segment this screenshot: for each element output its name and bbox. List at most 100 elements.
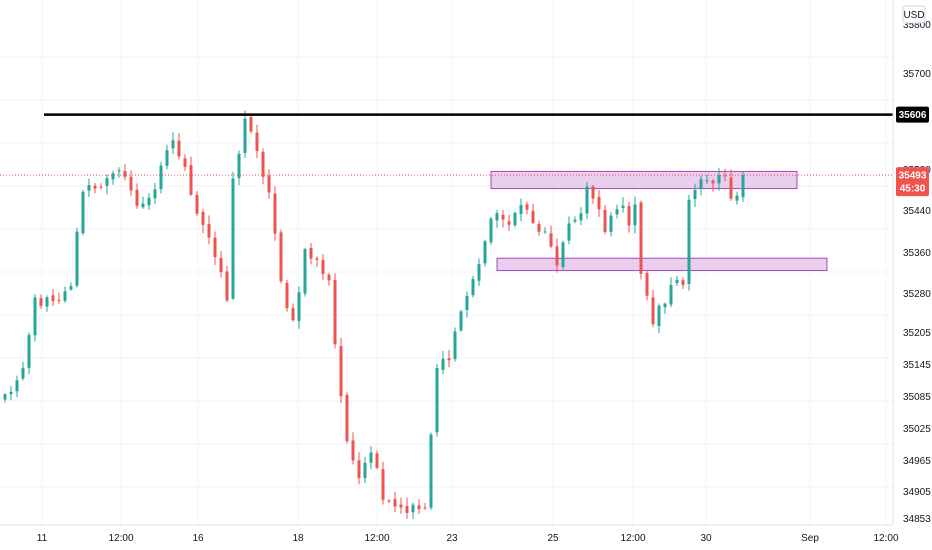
candle[interactable]: [9, 386, 13, 401]
candle[interactable]: [111, 170, 115, 185]
candle[interactable]: [561, 240, 565, 270]
candle[interactable]: [279, 229, 283, 284]
candle[interactable]: [63, 286, 67, 303]
candle[interactable]: [549, 225, 553, 249]
candle[interactable]: [579, 207, 583, 226]
candle[interactable]: [81, 189, 85, 236]
candle[interactable]: [687, 195, 691, 291]
candle[interactable]: [423, 502, 427, 510]
candle[interactable]: [453, 327, 457, 362]
candle[interactable]: [165, 144, 169, 170]
candle[interactable]: [489, 216, 493, 245]
candle[interactable]: [669, 277, 673, 308]
candle[interactable]: [675, 275, 679, 286]
candle[interactable]: [693, 183, 697, 208]
candle[interactable]: [219, 250, 223, 278]
candle[interactable]: [339, 337, 343, 404]
time-axis[interactable]: 11 12:00 16 18 12:00 23 25 12:00 30 Sep 12:00: [0, 524, 932, 550]
candle[interactable]: [147, 192, 151, 210]
candle[interactable]: [249, 114, 253, 134]
candle[interactable]: [345, 392, 349, 444]
candle[interactable]: [141, 196, 145, 209]
candle[interactable]: [201, 208, 205, 234]
candle[interactable]: [189, 156, 193, 197]
candle[interactable]: [603, 205, 607, 235]
candle[interactable]: [519, 198, 523, 222]
candle[interactable]: [411, 502, 415, 520]
candle[interactable]: [501, 210, 505, 228]
candle[interactable]: [195, 191, 199, 217]
candle[interactable]: [387, 499, 391, 504]
candle[interactable]: [117, 167, 121, 178]
candle[interactable]: [45, 295, 49, 312]
candle[interactable]: [375, 450, 379, 470]
candle[interactable]: [303, 247, 307, 297]
candle[interactable]: [129, 170, 133, 196]
candle[interactable]: [357, 452, 361, 485]
candle[interactable]: [459, 309, 463, 332]
candle[interactable]: [51, 289, 55, 307]
candle[interactable]: [555, 238, 559, 273]
candle[interactable]: [639, 200, 643, 280]
candle[interactable]: [315, 256, 319, 267]
candle[interactable]: [657, 303, 661, 334]
candle[interactable]: [93, 182, 97, 194]
candle[interactable]: [705, 174, 709, 184]
candle[interactable]: [27, 332, 31, 374]
candle[interactable]: [633, 196, 637, 234]
candle[interactable]: [3, 393, 7, 403]
candle[interactable]: [717, 168, 721, 191]
candle[interactable]: [135, 183, 139, 209]
candle[interactable]: [591, 185, 595, 204]
candle[interactable]: [471, 275, 475, 298]
candle[interactable]: [285, 280, 289, 312]
candle[interactable]: [651, 289, 655, 328]
candle[interactable]: [255, 124, 259, 158]
candle[interactable]: [213, 231, 217, 265]
candle[interactable]: [447, 349, 451, 368]
zone-rect-2[interactable]: [496, 257, 828, 272]
candle[interactable]: [237, 150, 241, 186]
candle[interactable]: [69, 282, 73, 291]
candle[interactable]: [537, 220, 541, 236]
candle[interactable]: [531, 203, 535, 225]
candle[interactable]: [75, 227, 79, 288]
candle-layer[interactable]: [3, 110, 745, 520]
candle[interactable]: [417, 499, 421, 515]
candle[interactable]: [99, 183, 103, 190]
candle[interactable]: [567, 216, 571, 245]
candle[interactable]: [441, 350, 445, 375]
candle[interactable]: [369, 446, 373, 470]
candle[interactable]: [729, 169, 733, 201]
candle[interactable]: [21, 361, 25, 381]
candle[interactable]: [87, 178, 91, 197]
candle[interactable]: [153, 183, 157, 205]
candle[interactable]: [393, 492, 397, 513]
candle[interactable]: [321, 254, 325, 280]
candle[interactable]: [351, 432, 355, 465]
candle[interactable]: [33, 294, 37, 342]
candle[interactable]: [309, 243, 313, 265]
candle[interactable]: [435, 363, 439, 437]
currency-button[interactable]: USD: [902, 5, 926, 24]
candle[interactable]: [585, 181, 589, 220]
candle[interactable]: [261, 148, 265, 185]
candle[interactable]: [333, 273, 337, 349]
candle[interactable]: [207, 215, 211, 245]
candle[interactable]: [267, 169, 271, 199]
candle[interactable]: [711, 179, 715, 192]
candle[interactable]: [171, 132, 175, 155]
candle[interactable]: [465, 291, 469, 318]
candle[interactable]: [495, 209, 499, 228]
candle[interactable]: [405, 497, 409, 519]
candle[interactable]: [177, 133, 181, 160]
candle[interactable]: [243, 110, 247, 158]
price-axis[interactable]: 3580035700355203544035360352803520535145…: [892, 0, 932, 525]
candle[interactable]: [105, 174, 109, 195]
candle[interactable]: [327, 272, 331, 286]
candle[interactable]: [399, 497, 403, 514]
candle[interactable]: [39, 294, 43, 309]
candle[interactable]: [543, 227, 547, 234]
candle[interactable]: [681, 277, 685, 289]
candle[interactable]: [231, 171, 235, 300]
